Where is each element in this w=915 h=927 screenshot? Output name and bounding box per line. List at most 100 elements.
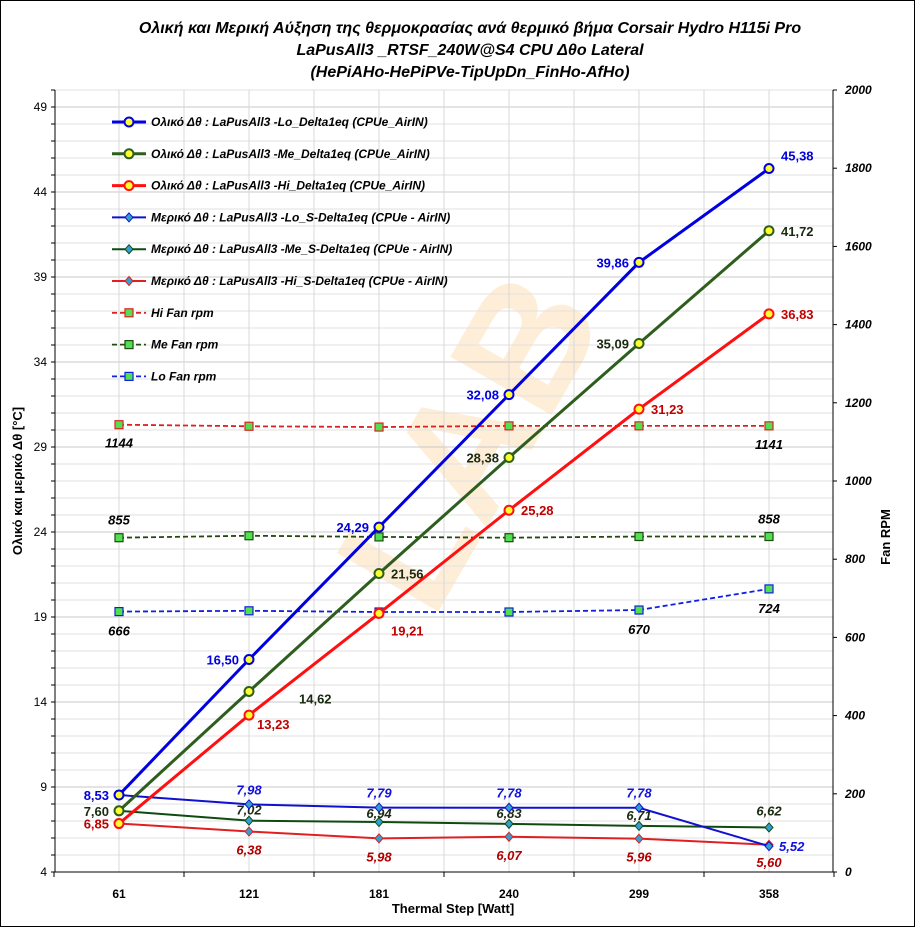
data-point-circle xyxy=(373,607,385,619)
data-label: 6,85 xyxy=(84,817,109,832)
data-point-circle xyxy=(113,805,125,817)
legend-item: Ολικό Δθ : LaPusAll3 -Hi_Delta1eq (CPUe_… xyxy=(112,179,425,193)
data-point-square xyxy=(504,607,514,617)
series-line xyxy=(118,822,770,846)
data-label: 7,02 xyxy=(236,803,262,818)
data-label: 28,38 xyxy=(466,451,499,466)
chart-title-line: (HePiAHo-HePiPVe-TipUpDn_FinHo-AfHo) xyxy=(310,64,629,81)
data-label: 7,78 xyxy=(626,786,652,801)
legend-label: Me Fan rpm xyxy=(151,338,219,352)
data-point-circle xyxy=(123,180,135,192)
data-point-circle xyxy=(243,654,255,665)
data-point-square xyxy=(114,606,124,617)
series-line xyxy=(118,423,769,428)
legend-item: Hi Fan rpm xyxy=(112,306,214,320)
data-label: 16,50 xyxy=(206,653,239,668)
data-label: 5,52 xyxy=(779,839,805,854)
y2-tick-label: 400 xyxy=(844,709,865,723)
data-label: 21,56 xyxy=(391,566,424,581)
x-tick-label: 61 xyxy=(112,887,126,901)
data-point-circle xyxy=(503,504,515,516)
y-axis-title: Ολικό και μερικό Δθ [°C] xyxy=(10,407,25,555)
data-label: 32,08 xyxy=(466,388,499,403)
legend-label: Μερικό Δθ : LaPusAll3 -Hi_S-Delta1eq (CP… xyxy=(151,274,448,288)
data-point-diamond xyxy=(374,802,384,813)
data-label: 6,83 xyxy=(496,806,522,821)
x-tick-label: 299 xyxy=(629,887,649,901)
data-point-square xyxy=(504,421,514,431)
y-tick-label: 19 xyxy=(34,610,48,624)
data-point-square xyxy=(244,421,254,431)
legend-item: Ολικό Δθ : LaPusAll3 -Me_Delta1eq (CPUe_… xyxy=(112,147,430,161)
data-label: 5,96 xyxy=(626,850,652,865)
y-tick-label: 14 xyxy=(34,695,48,709)
series-line xyxy=(118,793,770,848)
data-point-diamond xyxy=(244,815,254,826)
data-point-circle xyxy=(763,308,775,320)
y2-tick-label: 1200 xyxy=(845,396,872,410)
data-point-diamond xyxy=(124,212,134,223)
y-tick-label: 9 xyxy=(40,780,47,794)
data-point-diamond xyxy=(504,818,514,830)
data-point-square xyxy=(764,584,774,594)
y-tick-label: 4 xyxy=(40,865,47,879)
data-point-circle xyxy=(373,567,385,579)
y2-tick-label: 2000 xyxy=(844,83,872,97)
data-point-circle xyxy=(243,685,255,697)
data-label: 855 xyxy=(108,513,130,528)
data-point-square xyxy=(634,605,644,615)
data-point-circle xyxy=(123,148,135,160)
legend-item: Lo Fan rpm xyxy=(112,369,217,383)
data-point-diamond xyxy=(504,802,514,813)
series-4: 7,02 6,94 6,83 6,71 6,62 xyxy=(114,803,782,833)
data-point-circle xyxy=(113,818,125,830)
data-label: 1141 xyxy=(755,437,783,452)
data-point-diamond xyxy=(124,275,134,287)
data-label: 724 xyxy=(758,601,780,616)
data-point-square xyxy=(124,371,134,381)
y-tick-label: 34 xyxy=(34,355,48,369)
y2-tick-label: 1600 xyxy=(845,239,872,253)
y2-tick-label: 1000 xyxy=(845,474,872,488)
data-point-diamond xyxy=(764,840,774,852)
data-label: 6,38 xyxy=(236,843,262,858)
legend-label: Ολικό Δθ : LaPusAll3 -Lo_Delta1eq (CPUe_… xyxy=(151,115,428,129)
y-tick-label: 49 xyxy=(34,100,48,114)
data-label: 858 xyxy=(758,512,780,527)
y2-tick-label: 800 xyxy=(845,552,865,566)
data-label: 7,98 xyxy=(236,782,262,797)
data-point-circle xyxy=(373,521,385,533)
legend-item: Μερικό Δθ : LaPusAll3 -Lo_S-Delta1eq (CP… xyxy=(112,210,450,224)
y2-tick-label: 1400 xyxy=(845,318,872,332)
data-point-square xyxy=(764,531,774,542)
data-point-circle xyxy=(123,116,135,128)
chart-title-line: LaPusAll3 _RTSF_240W@S4 CPU Δθο Lateral xyxy=(296,42,644,59)
data-label: 6,62 xyxy=(756,803,782,818)
data-point-diamond xyxy=(504,831,514,843)
series-line xyxy=(118,809,770,829)
series-line xyxy=(118,534,769,539)
y2-tick-label: 0 xyxy=(845,865,852,879)
data-point-diamond xyxy=(634,802,644,813)
y2-tick-label: 600 xyxy=(845,630,865,644)
series-line xyxy=(117,229,770,812)
data-point-diamond xyxy=(374,816,384,828)
data-point-square xyxy=(124,308,134,318)
legend-label: Μερικό Δθ : LaPusAll3 -Me_S-Delta1eq (CP… xyxy=(151,242,452,256)
data-point-square xyxy=(504,533,514,543)
data-label: 666 xyxy=(108,624,130,639)
data-label: 1144 xyxy=(105,436,134,451)
data-label: 8,53 xyxy=(84,788,109,803)
series-3: 7,98 7,79 7,78 7,78 5,52 xyxy=(114,782,805,854)
y2-axis-title: Fan RPM xyxy=(878,509,893,565)
series-2: 6,85 13,23 19,21 25,28 31,23 36,83 xyxy=(84,307,814,832)
data-label: 45,38 xyxy=(781,149,814,164)
data-label: 39,86 xyxy=(596,255,629,270)
series-line xyxy=(118,588,770,613)
series-0: 8,53 16,50 24,29 32,08 39,86 45,38 xyxy=(84,149,814,803)
data-label: 24,29 xyxy=(336,520,369,535)
data-point-square xyxy=(124,340,134,350)
x-tick-label: 181 xyxy=(369,887,389,901)
legend-item: Μερικό Δθ : LaPusAll3 -Me_S-Delta1eq (CP… xyxy=(112,242,452,256)
